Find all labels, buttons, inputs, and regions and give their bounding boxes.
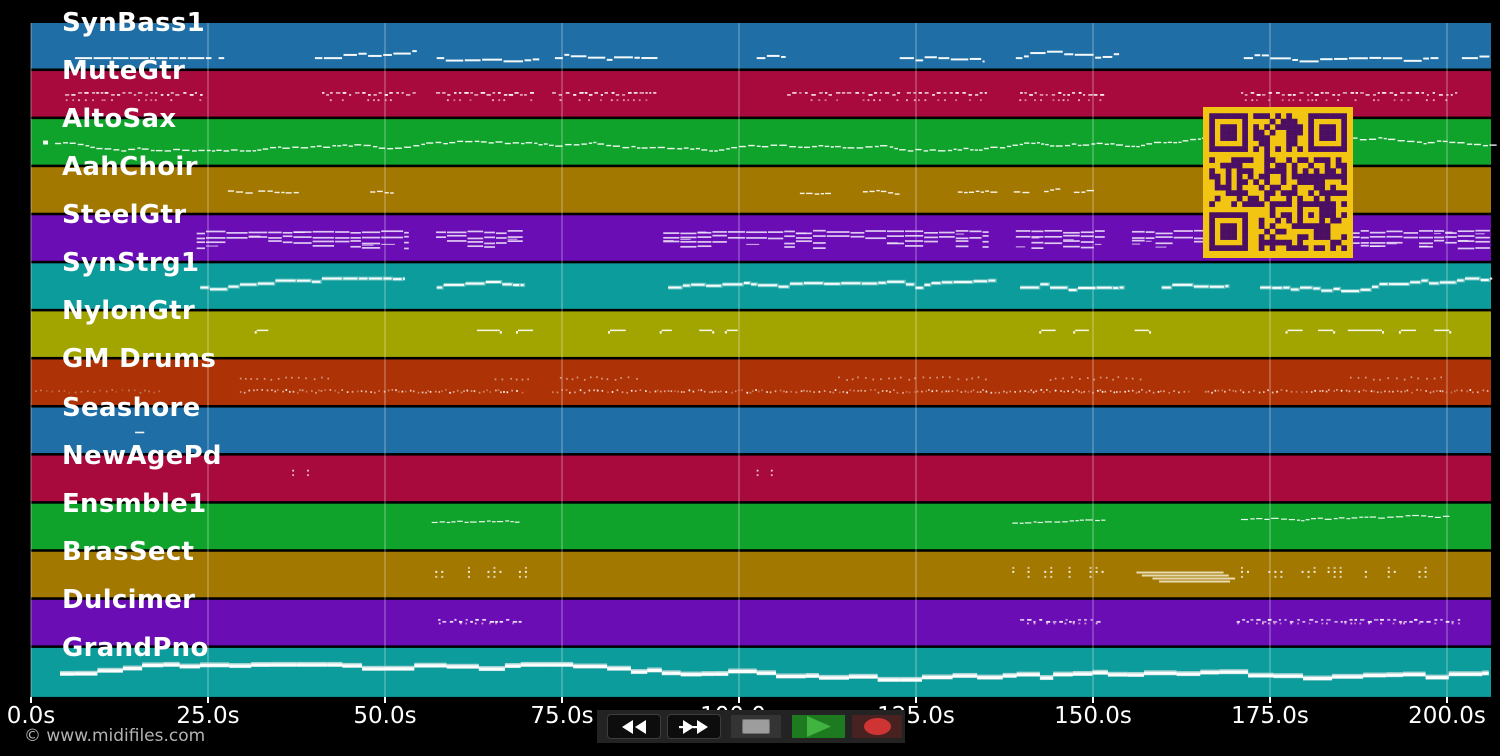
track-label-dulcimer: Dulcimer bbox=[62, 584, 196, 615]
transport-bar bbox=[597, 710, 905, 743]
track-label-grandpno: GrandPno bbox=[62, 632, 209, 663]
axis-tick-label: 25.0s bbox=[176, 703, 240, 729]
rewind-button[interactable] bbox=[607, 714, 661, 739]
play-button[interactable] bbox=[792, 715, 845, 738]
track-label-gmdrums: GM Drums bbox=[62, 344, 217, 375]
axis-tick-label: 150.0s bbox=[1054, 703, 1132, 729]
record-button[interactable] bbox=[852, 715, 902, 738]
track-label-newagepd: NewAgePd bbox=[62, 440, 222, 471]
track-label-seashore: Seashore bbox=[62, 392, 201, 423]
stop-icon bbox=[742, 719, 770, 734]
copyright-watermark: © www.midifiles.com bbox=[24, 726, 206, 746]
track-label-brassect: BrasSect bbox=[62, 536, 195, 567]
track-label-synbass1: SynBass1 bbox=[62, 8, 205, 38]
axis-tick-label: 0.0s bbox=[6, 703, 56, 729]
track-label-aahchoir: AahChoir bbox=[62, 152, 198, 183]
track-label-synstrg1: SynStrg1 bbox=[62, 248, 200, 279]
qr-code bbox=[1203, 107, 1353, 258]
fast-forward-button[interactable] bbox=[667, 714, 721, 739]
axis-tick-label: 75.0s bbox=[530, 703, 594, 729]
axis-tick-label: 50.0s bbox=[353, 703, 417, 729]
axis-tick-label: 175.0s bbox=[1231, 703, 1309, 729]
track-label-nylongtr: NylonGtr bbox=[62, 296, 195, 327]
record-icon bbox=[863, 718, 891, 735]
track-label-steelgtr: SteelGtr bbox=[62, 200, 187, 231]
stop-button[interactable] bbox=[731, 715, 781, 738]
axis-tick-label: 200.0s bbox=[1408, 703, 1486, 729]
track-label-altosax: AltoSax bbox=[62, 104, 177, 135]
fast-forward-icon bbox=[679, 719, 708, 734]
rewind-icon bbox=[622, 719, 646, 734]
track-label-ensmble1: Ensmble1 bbox=[62, 488, 207, 519]
track-label-mutegtr: MuteGtr bbox=[62, 56, 186, 87]
play-icon bbox=[806, 716, 831, 737]
